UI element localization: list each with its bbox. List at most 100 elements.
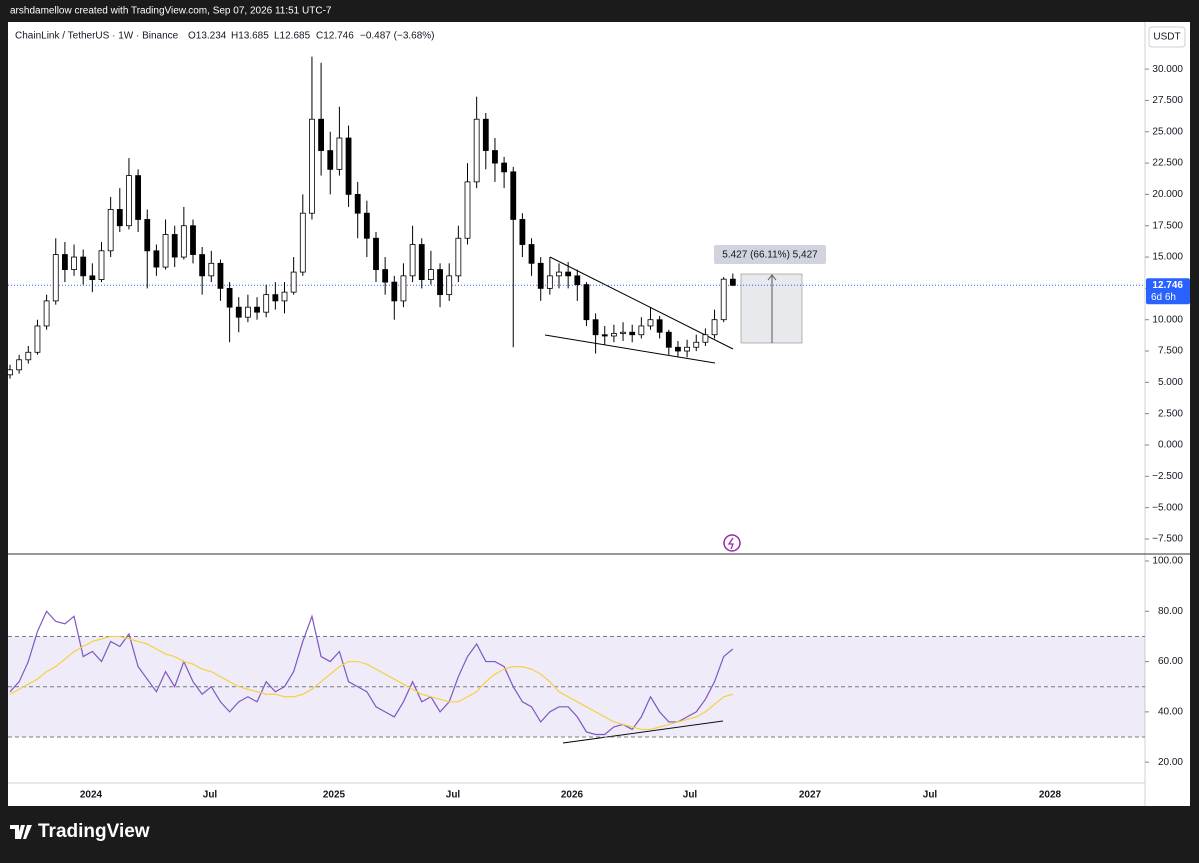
candle-body [98, 250, 105, 281]
candle-body [537, 262, 544, 289]
candle-body [43, 300, 50, 327]
candle-body [7, 369, 13, 376]
candle-body [409, 244, 416, 277]
candle-body [25, 351, 32, 361]
candle-body [272, 294, 279, 302]
y-tick-label: 5.000 [1158, 377, 1183, 388]
candle-body [702, 334, 709, 343]
candle-body [482, 118, 489, 151]
candle-body [52, 254, 59, 302]
y-tick-label: 20.00 [1158, 757, 1183, 768]
y-tick-label: 27.500 [1152, 95, 1183, 106]
x-tick-label: 2024 [80, 790, 103, 801]
measure-label: 5.427 (66.11%) 5,427 [722, 250, 818, 261]
candle-body [391, 281, 398, 302]
candle-body [492, 150, 498, 164]
footer-logo-text: TradingView [38, 821, 150, 842]
candle-body [34, 325, 41, 353]
y-tick-label: 17.500 [1152, 220, 1183, 231]
x-tick-label: 2025 [323, 790, 346, 801]
time-axis: 2024 Jul 2025 Jul 2026 Jul 2027 Jul 2028 [80, 790, 1062, 801]
candle-body [281, 291, 288, 302]
currency[interactable]: USDT [1153, 32, 1180, 43]
candle-body [89, 275, 96, 281]
candle-body [729, 278, 736, 286]
x-tick-label: 2027 [799, 790, 822, 801]
last-price-box [1146, 278, 1190, 305]
candle-body [208, 262, 215, 277]
y-tick-label: 15.000 [1152, 252, 1183, 263]
legend-close: C12.746 [316, 31, 354, 42]
candle-body [665, 331, 672, 348]
y-tick-label: 100.00 [1152, 556, 1183, 567]
y-tick-label: −5.000 [1152, 502, 1183, 513]
candle-body [235, 306, 242, 318]
candle-body [611, 333, 617, 337]
event-icon[interactable] [723, 534, 741, 552]
y-tick-label: 0.000 [1158, 440, 1183, 451]
candle-body [675, 346, 681, 352]
currency-box[interactable] [1148, 26, 1186, 48]
candle-body [373, 237, 379, 270]
candle-body [656, 319, 663, 333]
candle-body [162, 234, 169, 268]
candle-body [546, 275, 553, 289]
trendline [549, 256, 734, 350]
candle-body [382, 269, 389, 283]
y-tick-label: −7.500 [1152, 534, 1183, 545]
candle-body [254, 306, 260, 313]
candle-body [601, 334, 608, 337]
candle-body [171, 234, 178, 258]
rsi-pane: 20.00 40.00 60.00 80.00 100.00 [8, 556, 1183, 768]
candle-body [71, 256, 77, 270]
candle-body [180, 225, 187, 258]
credit: arshdamellow created with TradingView.co… [10, 6, 332, 17]
candle-body [318, 118, 325, 151]
candle-body [116, 209, 123, 227]
candle-body [455, 237, 462, 277]
y-tick-label: 20.000 [1152, 189, 1183, 200]
candle-body [684, 346, 690, 352]
legend-high: H13.685 [231, 31, 269, 42]
price-pane: −7.500 −5.000 −2.500 0.000 2.500 5.000 7.500 10… [7, 56, 1190, 545]
candle-body [226, 287, 233, 308]
candle-body [583, 284, 590, 321]
y-tick-label: 2.500 [1158, 408, 1183, 419]
countdown: 6d 6h [1151, 292, 1176, 303]
y-tick-label: 40.00 [1158, 707, 1183, 718]
candle-body [126, 175, 132, 227]
candle-body [464, 181, 471, 239]
candle-body [720, 278, 727, 321]
candle-body [290, 271, 297, 293]
candle-body [190, 225, 196, 255]
legend-change: −0.487 (−3.68%) [360, 31, 435, 42]
candle-body [592, 319, 599, 336]
x-tick-label: 2026 [561, 790, 584, 801]
candle-body [80, 256, 87, 277]
x-tick-label: Jul [203, 790, 218, 801]
candle-body [16, 359, 23, 371]
x-tick-label: Jul [683, 790, 698, 801]
candle-body [135, 175, 142, 220]
candle-body [62, 254, 68, 270]
candle-body [693, 341, 700, 348]
candle-body [263, 294, 270, 313]
candle-body [363, 212, 370, 239]
candle-body [620, 331, 626, 334]
candle-body [336, 137, 343, 170]
candle-body [446, 275, 453, 296]
y-tick-label: 25.000 [1152, 126, 1183, 137]
candle-body [400, 275, 407, 302]
x-tick-label: 2028 [1039, 790, 1062, 801]
trendline [562, 720, 724, 744]
candle-body [217, 262, 224, 289]
candle-body [528, 244, 535, 264]
candle-body [556, 271, 562, 277]
candle-body [244, 306, 251, 318]
symbol: ChainLink / TetherUS · 1W · Binance [15, 31, 179, 42]
candle-body [299, 212, 306, 273]
y-tick-label: 80.00 [1158, 606, 1183, 617]
candle-body [107, 209, 114, 252]
